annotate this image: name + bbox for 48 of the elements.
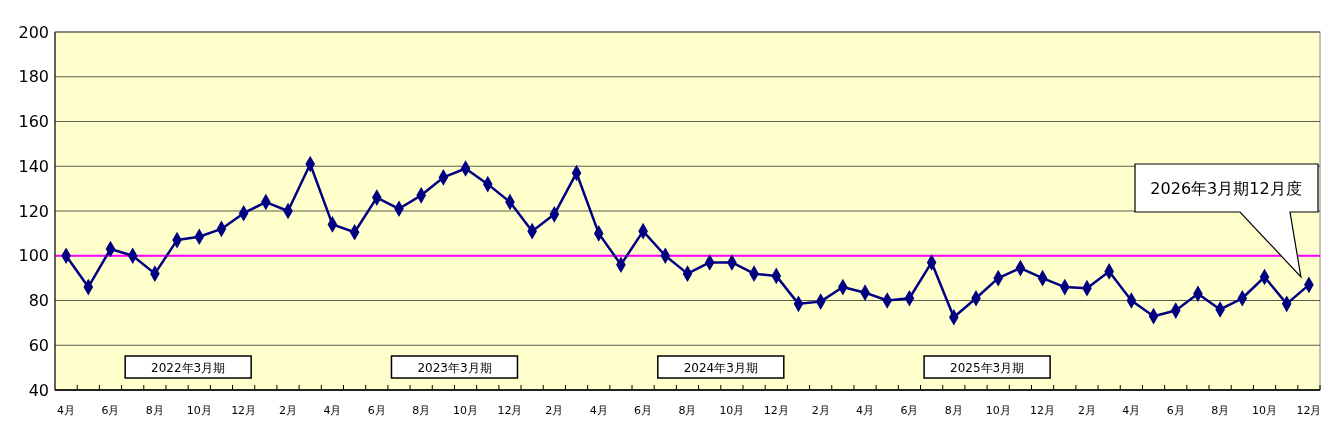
y-tick-label: 200 [18, 22, 49, 42]
x-tick-label: 12月 [497, 404, 523, 417]
annotation: 2023年3月期 [417, 361, 492, 375]
y-tick-label: 120 [18, 201, 49, 221]
x-tick-label: 12月 [1030, 404, 1056, 417]
label-box: 2023年3月期 [390, 355, 519, 379]
annotation: 2026年3月期12月度 [1150, 179, 1302, 198]
y-tick-label: 40 [28, 380, 49, 400]
x-tick-label: 10月 [985, 404, 1011, 417]
y-tick-label: 60 [28, 335, 49, 355]
callout-box: 2026年3月期12月度 [1134, 163, 1319, 279]
x-tick-label: 8月 [678, 404, 697, 417]
annotation: 2022年3月期 [151, 361, 226, 375]
x-tick-label: 10月 [453, 404, 479, 417]
x-tick-label: 10月 [719, 404, 745, 417]
x-tick-label: 2月 [545, 404, 564, 417]
x-tick-label: 8月 [1211, 404, 1230, 417]
x-tick-label: 10月 [1252, 404, 1278, 417]
label-box: 2022年3月期 [124, 355, 252, 379]
annotation: 2024年3月期 [683, 361, 758, 375]
x-tick-label: 4月 [856, 404, 875, 417]
x-tick-label: 8月 [412, 404, 431, 417]
x-tick-label: 4月 [57, 404, 76, 417]
x-tick-label: 2月 [1077, 404, 1096, 417]
x-tick-label: 8月 [145, 404, 164, 417]
x-tick-label: 10月 [186, 404, 212, 417]
x-tick-label: 6月 [900, 404, 919, 417]
x-tick-label: 6月 [367, 404, 386, 417]
x-tick-label: 12月 [1296, 404, 1322, 417]
x-tick-label: 4月 [1122, 404, 1141, 417]
y-tick-label: 160 [18, 112, 49, 132]
y-tick-label: 180 [18, 67, 49, 87]
y-tick-label: 140 [18, 156, 49, 176]
x-tick-label: 4月 [323, 404, 342, 417]
label-box: 2024年3月期 [657, 355, 785, 379]
x-tick-label: 6月 [1166, 404, 1185, 417]
x-tick-label: 12月 [231, 404, 257, 417]
x-tick-label: 4月 [589, 404, 608, 417]
y-tick-label: 100 [18, 246, 49, 266]
x-tick-label: 6月 [101, 404, 120, 417]
x-tick-label: 6月 [634, 404, 653, 417]
x-tick-label: 12月 [763, 404, 789, 417]
label-box: 2025年3月期 [923, 355, 1051, 379]
x-tick-label: 2月 [279, 404, 298, 417]
y-tick-label: 80 [28, 291, 49, 311]
x-tick-label: 2月 [811, 404, 830, 417]
x-tick-label: 8月 [944, 404, 963, 417]
annotation: 2025年3月期 [950, 361, 1025, 375]
